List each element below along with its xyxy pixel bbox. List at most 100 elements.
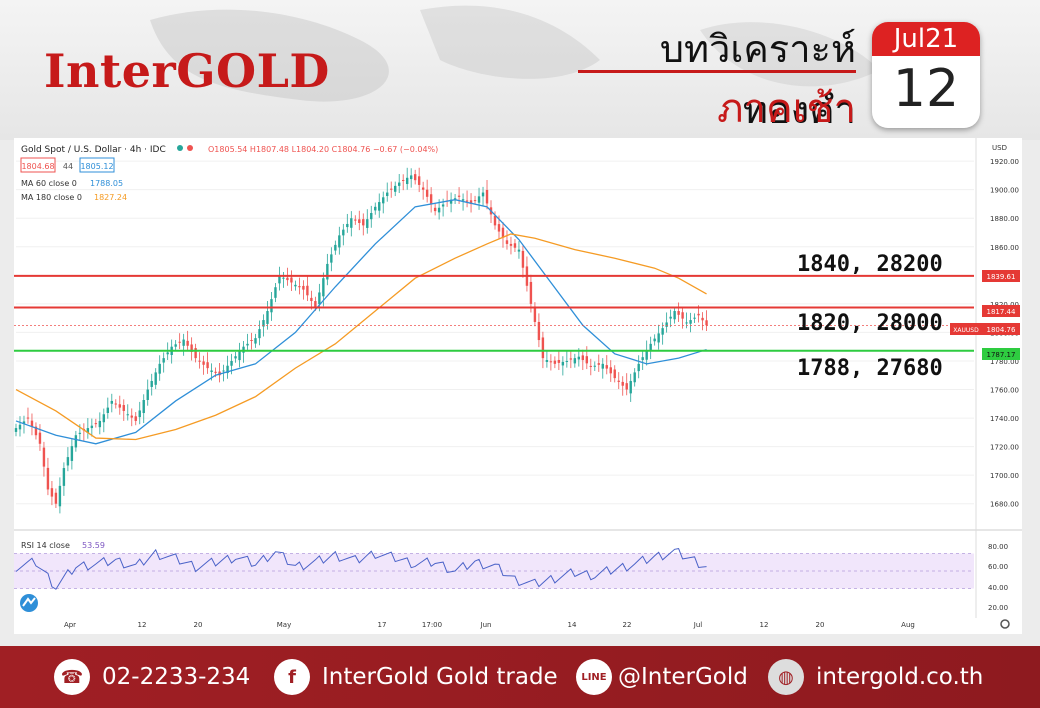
candle-body: [609, 367, 612, 374]
candle-body: [641, 357, 644, 360]
status-dot-icon: [187, 145, 193, 151]
candle-body: [701, 317, 704, 321]
candle-body: [617, 380, 620, 382]
page-title: บทวิเคราะห์ทองคำ: [659, 27, 856, 132]
candle-body: [637, 363, 640, 372]
candle-body: [146, 389, 149, 400]
candle-body: [362, 219, 365, 226]
candle-body: [545, 360, 549, 362]
candle-body: [569, 358, 573, 360]
candle-body: [461, 199, 465, 201]
candle-body: [477, 196, 481, 203]
x-tick-label: May: [277, 621, 291, 629]
candle-body: [226, 365, 229, 374]
candle-body: [42, 447, 46, 467]
y-tick-label: 1820.00: [990, 301, 1019, 309]
candle-body: [465, 200, 469, 202]
candle-body: [585, 356, 589, 364]
candle-body: [94, 423, 98, 425]
title-divider: [578, 70, 856, 73]
calendar-month: Jul21: [872, 22, 980, 56]
candle-body: [665, 322, 668, 327]
candle-body: [294, 284, 297, 287]
footer-website[interactable]: ◍ intergold.co.th: [768, 659, 983, 695]
candle-body: [118, 404, 121, 408]
candle-body: [421, 187, 425, 190]
support-tag: [982, 348, 1020, 360]
candle-body: [114, 403, 117, 405]
rsi-value: 53.59: [82, 541, 105, 550]
candle-body: [493, 215, 497, 226]
y-tick-label: 1880.00: [990, 215, 1019, 223]
settings-icon[interactable]: [1000, 619, 1010, 629]
footer-line[interactable]: LINE @InterGold: [576, 659, 748, 695]
candle-body: [549, 361, 553, 363]
rsi-label: RSI 14 close: [21, 541, 70, 550]
phone-number: 02-2233-234: [102, 664, 251, 690]
candle-body: [394, 185, 397, 192]
header-background: [0, 0, 1040, 140]
currency-select[interactable]: USD: [992, 144, 1007, 152]
candle-body: [517, 249, 521, 252]
x-tick-label: 17: [378, 621, 387, 629]
x-tick-label: 14: [568, 621, 577, 629]
ask-box[interactable]: [79, 157, 115, 173]
candle-body: [398, 182, 401, 186]
candle-body: [162, 358, 165, 363]
y-tick-label: 1900.00: [990, 187, 1019, 195]
candle-body: [218, 371, 221, 376]
y-tick-label: 1720.00: [990, 444, 1019, 452]
footer-facebook[interactable]: f InterGold Gold trade: [274, 659, 558, 695]
ma60-label: MA 60 close 0: [21, 179, 77, 188]
candle-body: [601, 363, 604, 369]
candle-body: [441, 204, 445, 207]
rsi-tick-80: 80.00: [988, 543, 1008, 551]
candle-body: [258, 329, 261, 339]
candle-body: [429, 194, 433, 204]
candle-body: [425, 189, 429, 197]
y-tick-label: 1860.00: [990, 244, 1019, 252]
candle-body: [198, 360, 201, 362]
ma180-label: MA 180 close 0: [21, 193, 82, 202]
candle-body: [342, 229, 345, 236]
x-tick-label: 20: [816, 621, 825, 629]
ma180-line: [15, 233, 707, 441]
candle-body: [166, 352, 169, 355]
candle-body: [270, 299, 273, 313]
candle-body: [58, 485, 62, 507]
candle-body: [26, 417, 30, 419]
symbol-tag: [950, 323, 982, 335]
candle-body: [186, 340, 189, 346]
rsi-tick-60: 60.00: [988, 563, 1008, 571]
candle-body: [194, 348, 197, 359]
candle-body: [497, 224, 501, 232]
candle-body: [38, 432, 42, 444]
candle-body: [485, 189, 489, 204]
candle-body: [150, 380, 153, 387]
candle-body: [18, 424, 22, 430]
candle-body: [22, 421, 26, 424]
candle-body: [246, 343, 249, 346]
spread: 44: [63, 162, 73, 171]
candle-body: [30, 420, 34, 427]
candle-body: [62, 468, 66, 486]
bid-box[interactable]: [20, 157, 56, 173]
ma180-value: 1827.24: [94, 193, 127, 202]
resistance-tag-2: [982, 305, 1020, 317]
candle-body: [457, 195, 461, 197]
footer-phone[interactable]: ☎ 02-2233-234: [54, 659, 251, 695]
candle-body: [110, 400, 113, 404]
chart-svg: 1920.001900.001880.001860.001840.001820.…: [14, 138, 1022, 629]
resistance-tag-2-text: 1817.44: [987, 308, 1016, 316]
candle-body: [222, 370, 225, 372]
candle-body: [449, 199, 453, 204]
candle-body: [673, 311, 676, 320]
symbol-tag-text: XAUUSD: [953, 327, 979, 334]
candle-body: [390, 188, 393, 190]
tradingview-logo-icon[interactable]: [20, 594, 38, 612]
candle-body: [509, 243, 513, 246]
candle-body: [314, 301, 317, 307]
phone-icon: ☎: [54, 659, 90, 695]
candle-body: [378, 202, 381, 211]
candle-body: [286, 277, 289, 281]
